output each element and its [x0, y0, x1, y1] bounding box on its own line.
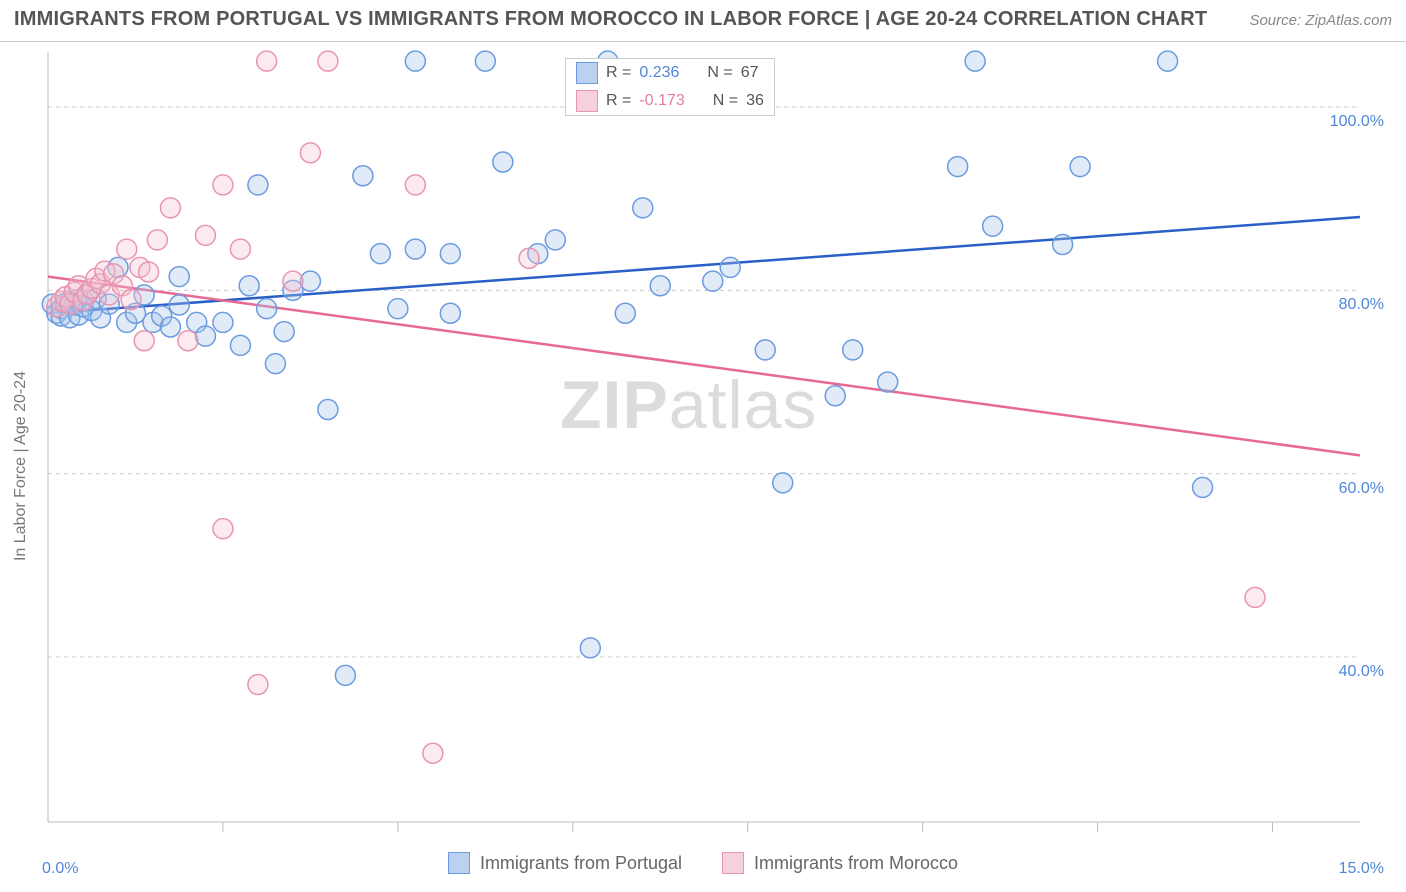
r-label: R = [606, 64, 631, 82]
legend-label: Immigrants from Portugal [480, 853, 682, 874]
y-tick-label: 100.0% [1330, 113, 1384, 131]
legend-swatch [576, 62, 598, 84]
legend-swatch [722, 852, 744, 874]
n-label: N = [707, 64, 732, 82]
bottom-legend: Immigrants from Portugal Immigrants from … [0, 852, 1406, 892]
legend-swatch [448, 852, 470, 874]
y-tick-label: 40.0% [1339, 663, 1384, 681]
n-label: N = [713, 92, 738, 110]
x-axis-min-label: 0.0% [42, 860, 78, 878]
source-label: Source: ZipAtlas.com [1249, 12, 1392, 29]
r-value: 0.236 [639, 64, 679, 82]
title-bar: IMMIGRANTS FROM PORTUGAL VS IMMIGRANTS F… [0, 0, 1406, 42]
r-label: R = [606, 92, 631, 110]
scatter-chart [0, 46, 1406, 892]
chart-title: IMMIGRANTS FROM PORTUGAL VS IMMIGRANTS F… [14, 8, 1207, 31]
correlation-legend: R =0.236N =67R =-0.173N =36 [565, 58, 775, 116]
r-value: -0.173 [639, 92, 684, 110]
legend-item: Immigrants from Portugal [448, 852, 682, 874]
legend-item: Immigrants from Morocco [722, 852, 958, 874]
legend-label: Immigrants from Morocco [754, 853, 958, 874]
chart-area: In Labor Force | Age 20-24 ZIPatlas R =0… [0, 46, 1406, 892]
corr-legend-row: R = 0.236 N = 67 [566, 59, 774, 87]
n-value: 36 [746, 92, 764, 110]
corr-legend-row: R = -0.173 N = 36 [566, 87, 774, 115]
n-value: 67 [741, 64, 759, 82]
x-axis-max-label: 15.0% [1339, 860, 1384, 878]
y-tick-label: 80.0% [1339, 296, 1384, 314]
legend-swatch [576, 90, 598, 112]
y-tick-label: 60.0% [1339, 480, 1384, 498]
